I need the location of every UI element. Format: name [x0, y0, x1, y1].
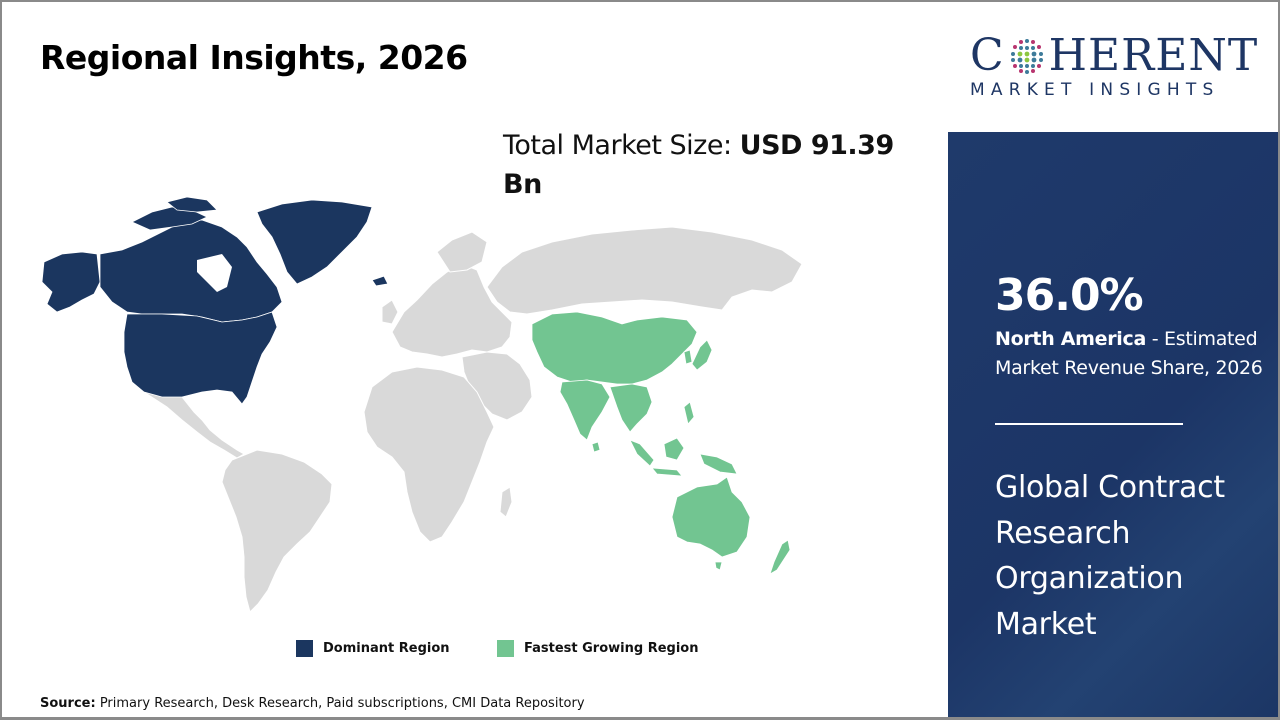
map-arctic-islands [131, 206, 208, 231]
legend-label-dominant: Dominant Region [323, 641, 450, 656]
divider [995, 423, 1183, 425]
map-central-asia [531, 311, 698, 385]
source-label: Source: [40, 696, 96, 711]
market-size-label: Total Market Size: [503, 130, 740, 161]
globe-dots-icon [1010, 38, 1043, 74]
share-description-text: - Estimated Market Revenue Share, 2026 [995, 328, 1263, 379]
source-text: Primary Research, Desk Research, Paid su… [95, 696, 585, 711]
share-description: North America - Estimated Market Revenue… [995, 325, 1270, 383]
map-india [559, 379, 611, 441]
map-madagascar [499, 486, 513, 518]
map-canada [99, 219, 283, 323]
legend-fastest: Fastest Growing Region [497, 640, 698, 657]
share-region: North America [995, 328, 1147, 350]
logo-wordmark: C HERENT [970, 30, 1258, 81]
world-map [41, 196, 803, 613]
insight-panel: 36.0% North America - Estimated Market R… [948, 132, 1278, 717]
map-russia [486, 226, 803, 315]
logo-subtitle: MARKET INSIGHTS [970, 80, 1220, 100]
other-regions [143, 226, 803, 613]
map-sri-lanka [591, 441, 601, 453]
page-title: Regional Insights, 2026 [40, 38, 468, 77]
legend-dominant: Dominant Region [296, 640, 450, 657]
map-hudson-bay [197, 254, 232, 292]
map-arctic-islands-2 [166, 196, 218, 213]
map-new-zealand [769, 539, 791, 575]
map-uk [381, 299, 399, 325]
map-japan [691, 339, 713, 371]
total-market-size: Total Market Size: USD 91.39 Bn [503, 126, 923, 204]
map-africa [363, 366, 495, 543]
map-scandinavia [436, 231, 488, 273]
map-usa [123, 311, 278, 405]
map-tasmania [714, 561, 723, 571]
map-se-asia [609, 383, 653, 433]
map-alaska [41, 251, 101, 313]
logo: C HERENT MARKET INSIGHTS [948, 2, 1278, 132]
market-name: Global Contract Research Organization Ma… [995, 470, 1225, 642]
map-sumatra [629, 439, 655, 467]
map-mexico [143, 391, 246, 459]
map-korea [683, 349, 693, 365]
market-size-value: USD 91.39 Bn [503, 130, 894, 200]
legend-swatch-fastest [497, 640, 514, 657]
content-area: Regional Insights, 2026 Total Market Siz… [2, 2, 948, 717]
logo-letter-c: C [970, 30, 1005, 81]
map-iceland [371, 275, 389, 287]
map-greenland [256, 199, 373, 285]
map-new-guinea [699, 453, 738, 475]
sidebar: C HERENT MARKET INSIGHTS 36.0% North Ame… [948, 2, 1278, 717]
dominant-region [41, 196, 373, 405]
logo-letters-herent: HERENT [1048, 30, 1259, 81]
map-borneo [663, 437, 685, 461]
map-europe [391, 263, 513, 358]
map-australia [671, 476, 751, 558]
share-percent: 36.0% [995, 270, 1144, 321]
map-south-america [221, 449, 333, 613]
map-java [651, 467, 683, 477]
source-note: Source: Primary Research, Desk Research,… [40, 696, 585, 711]
legend-label-fastest: Fastest Growing Region [524, 641, 699, 656]
legend-swatch-dominant [296, 640, 313, 657]
fastest-growing-region [531, 311, 791, 575]
map-philippines [683, 401, 695, 425]
